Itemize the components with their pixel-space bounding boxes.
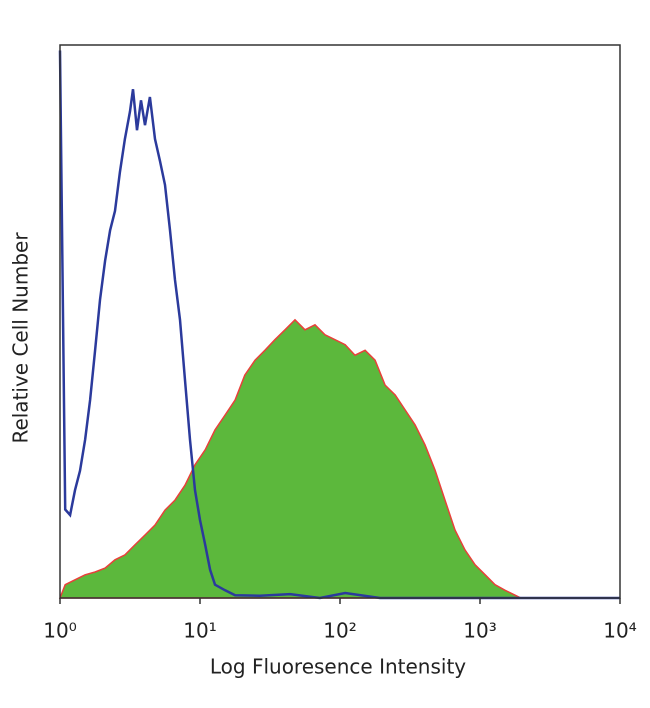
- x-tick-label: 10³: [463, 619, 496, 643]
- histogram-line: [58, 50, 620, 600]
- histogram-area: [58, 318, 522, 599]
- x-axis-label: Log Fluoresence Intensity: [210, 655, 466, 679]
- x-tick-label: 10²: [323, 619, 356, 643]
- x-tick-label: 10⁴: [603, 619, 636, 643]
- y-axis-label: Relative Cell Number: [9, 232, 33, 444]
- x-tick-label: 10¹: [183, 619, 216, 643]
- x-tick-label: 10⁰: [43, 619, 76, 643]
